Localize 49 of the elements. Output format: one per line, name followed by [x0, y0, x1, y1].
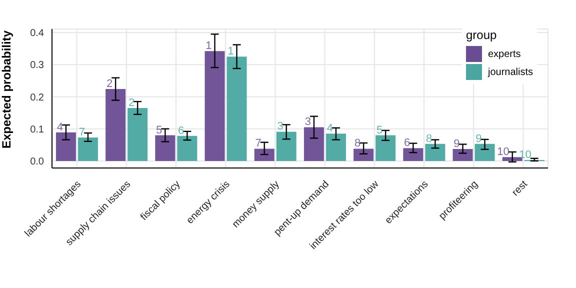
annotation: 3	[277, 120, 284, 133]
bar	[155, 135, 176, 161]
y-tick-label: 0.1	[30, 124, 44, 136]
bar	[177, 136, 198, 161]
bar	[376, 135, 396, 161]
bar	[403, 148, 424, 161]
annotation: 10	[519, 148, 532, 161]
annotation: 5	[376, 124, 383, 136]
bar	[304, 127, 324, 161]
annotation: 10	[497, 146, 510, 158]
y-tick-label: 0.0	[30, 156, 44, 168]
annotation: 8	[354, 138, 361, 150]
y-tick-label: 0.3	[30, 60, 44, 72]
annotation: 5	[156, 124, 162, 136]
y-tick-label: 0.4	[30, 28, 44, 40]
annotation: 9	[476, 132, 482, 145]
annotation: 4	[56, 121, 63, 134]
legend-title: group	[466, 28, 498, 42]
bar	[326, 134, 346, 161]
bar	[204, 51, 225, 161]
annotation: 1	[206, 40, 212, 52]
annotation: 7	[255, 138, 262, 150]
annotation: 1	[228, 46, 234, 58]
annotation: 6	[178, 124, 184, 137]
annotation: 9	[454, 138, 460, 150]
bar	[78, 138, 98, 161]
legend-label: journalists	[488, 66, 534, 78]
annotation: 2	[128, 96, 135, 109]
bar	[254, 148, 274, 161]
bar	[56, 132, 76, 161]
legend-label: experts	[488, 48, 521, 60]
bar	[452, 149, 473, 161]
bar	[354, 148, 374, 161]
bar	[226, 56, 247, 161]
bar	[474, 144, 495, 161]
annotation: 6	[404, 137, 410, 150]
x-tick-label: rest	[510, 178, 530, 198]
bar	[106, 89, 126, 161]
annotation: 3	[304, 116, 311, 128]
bar	[425, 144, 446, 161]
annotation: 7	[78, 126, 85, 139]
annotation: 2	[106, 78, 113, 90]
annotation: 4	[326, 122, 333, 135]
bar	[276, 132, 296, 161]
bar	[502, 157, 522, 161]
y-tick-label: 0.2	[30, 92, 44, 104]
annotation: 8	[426, 132, 432, 145]
y-axis-title: Expected probability	[0, 30, 14, 148]
bar	[128, 108, 148, 161]
